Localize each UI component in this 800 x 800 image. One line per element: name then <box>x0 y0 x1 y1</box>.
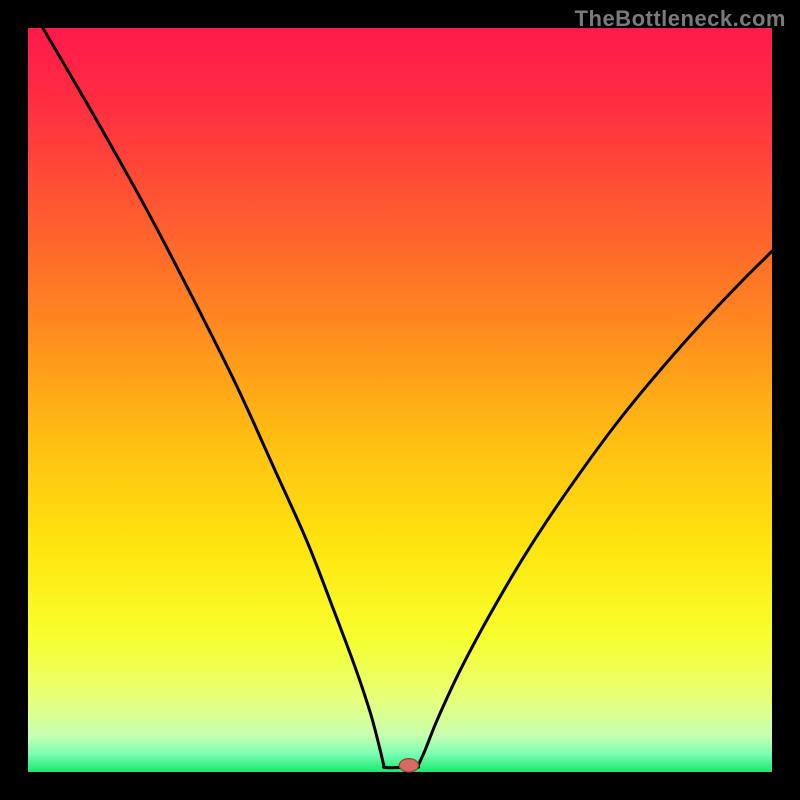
chart-gradient-bg <box>28 28 772 772</box>
source-watermark: TheBottleneck.com <box>575 6 786 32</box>
optimum-marker <box>399 759 418 772</box>
bottleneck-chart <box>0 0 800 800</box>
